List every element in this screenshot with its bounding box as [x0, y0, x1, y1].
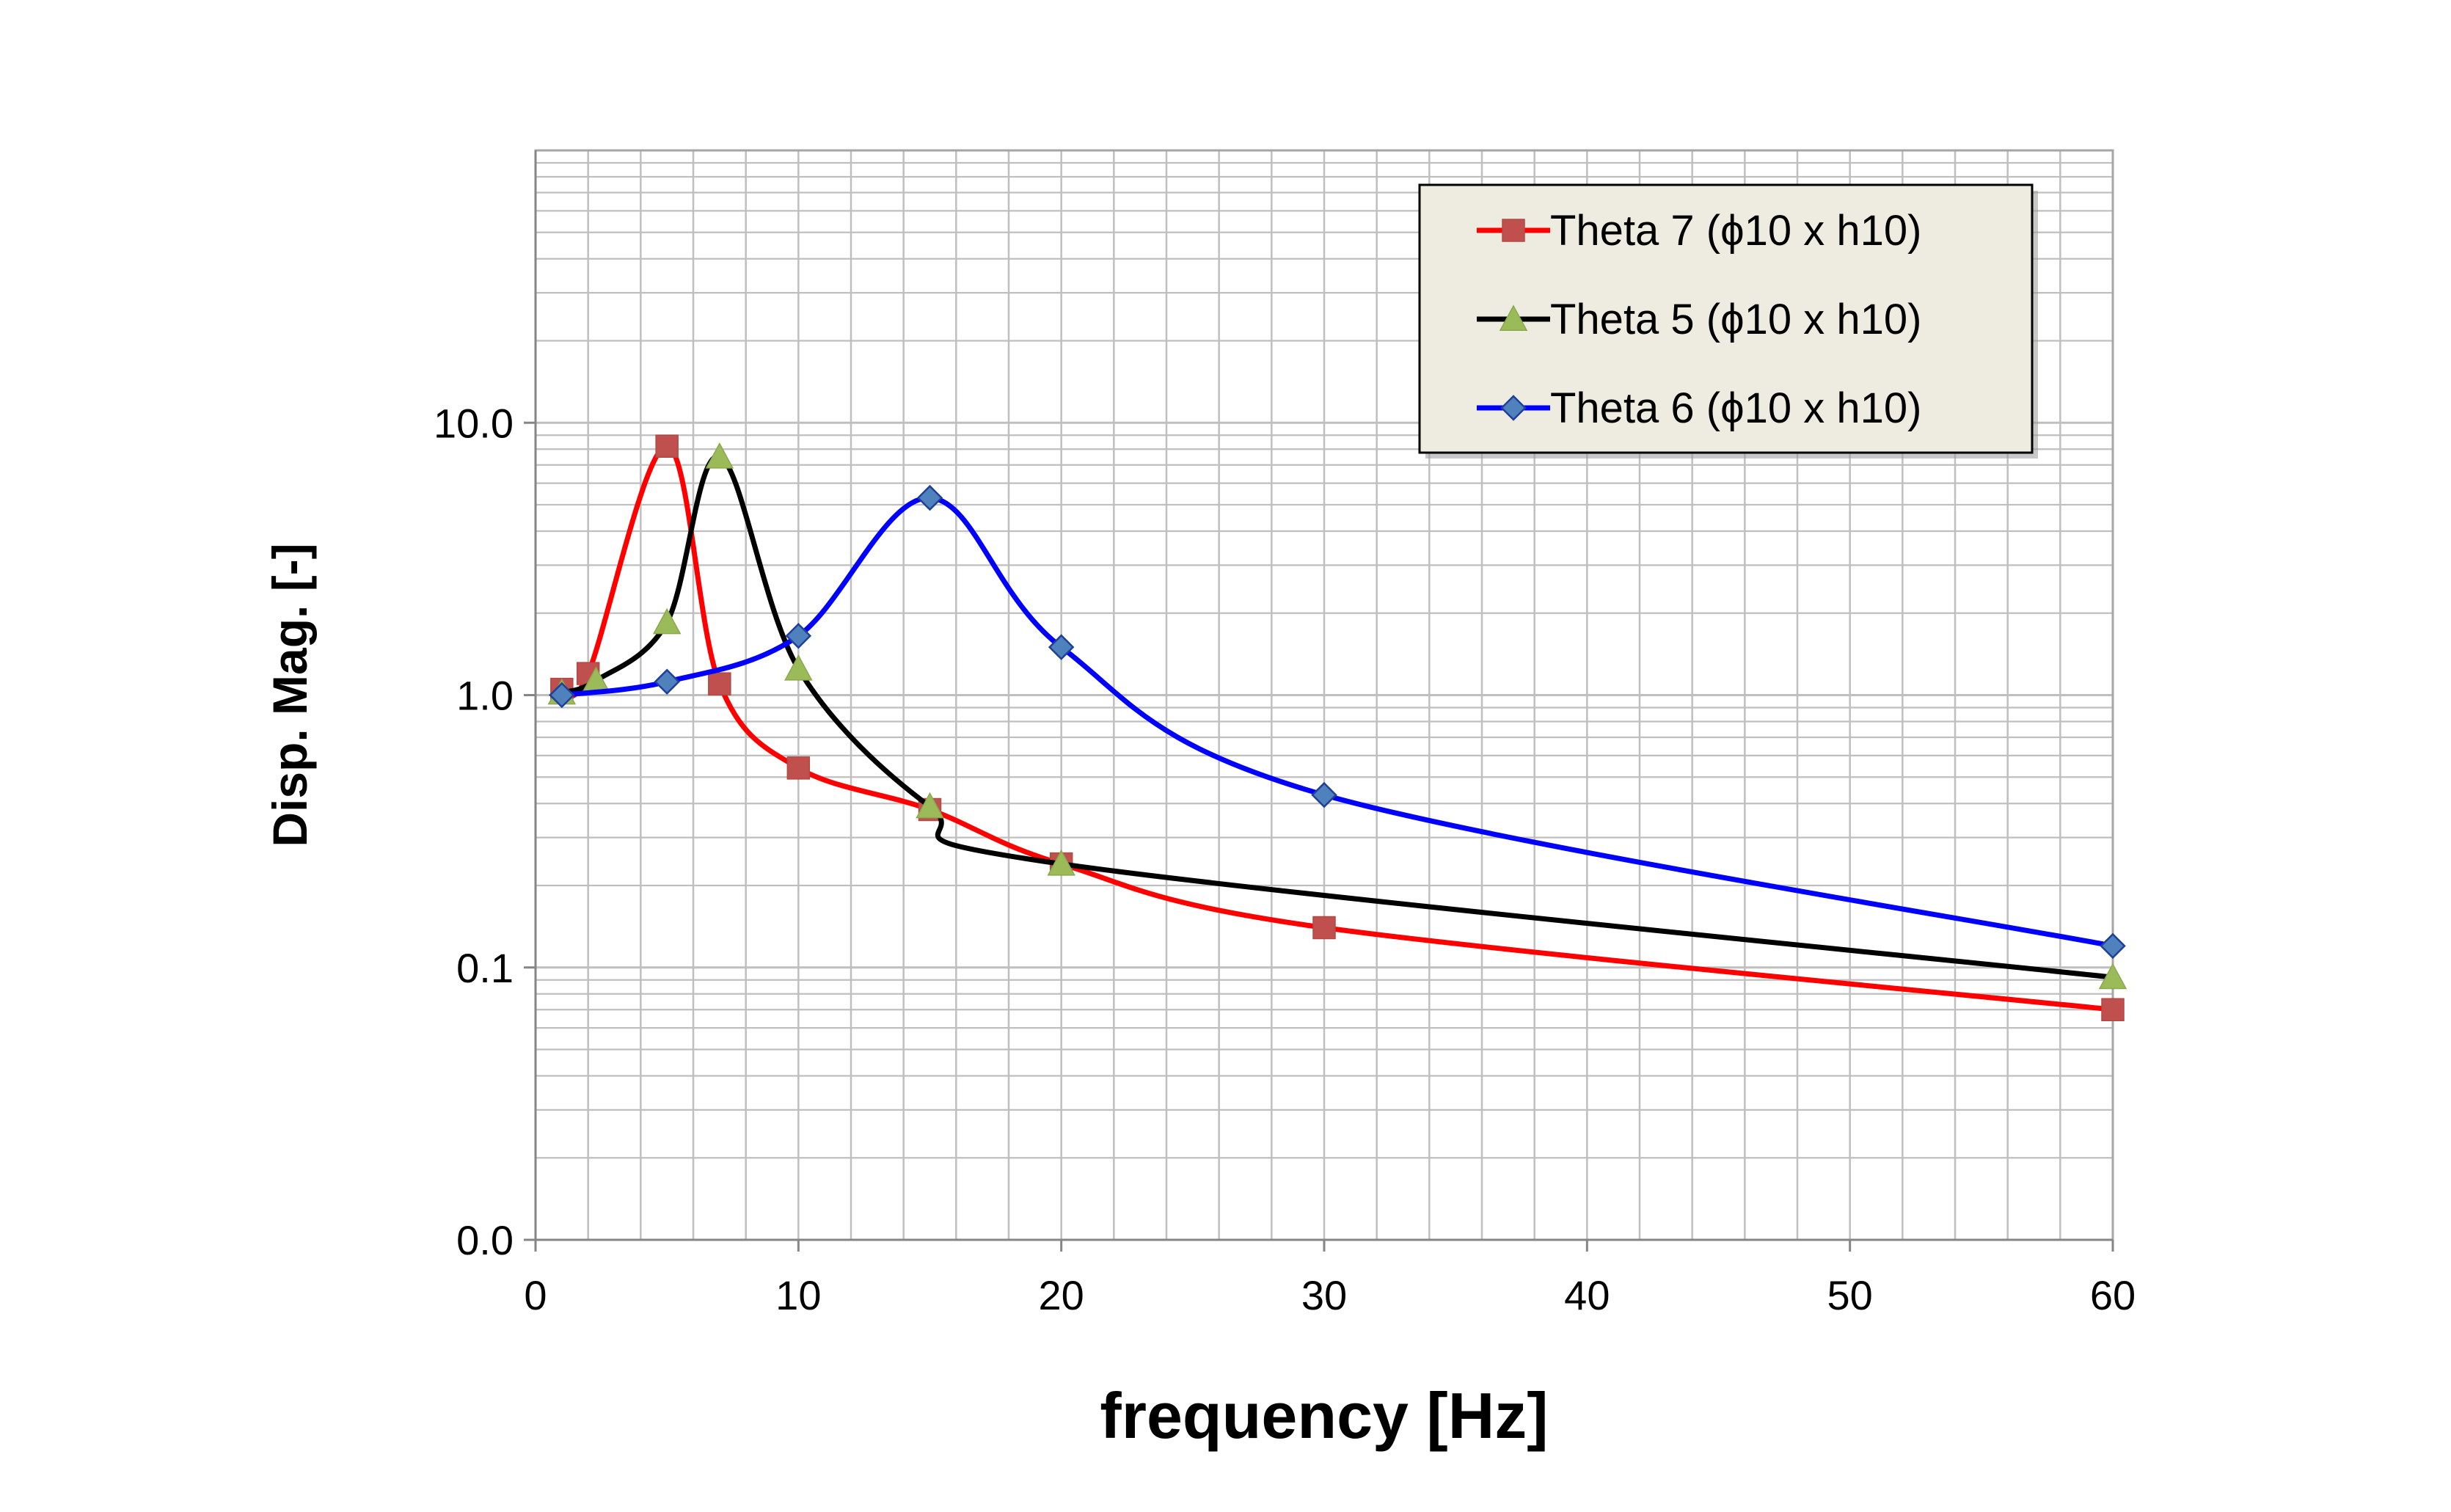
data-point-diamond — [916, 484, 943, 511]
y-axis-title: Disp. Mag. [-] — [263, 543, 317, 847]
data-point-square — [786, 756, 811, 780]
data-point-triangle — [916, 792, 944, 819]
series-line — [559, 454, 2116, 980]
legend-label: Theta 7 (ϕ10 x h10) — [1550, 207, 1921, 255]
legend-marker-triangle — [1499, 304, 1528, 332]
legend-marker-diamond — [1500, 395, 1527, 421]
x-axis-title: frequency [Hz] — [1100, 1379, 1548, 1452]
data-point-diamond — [785, 622, 812, 649]
data-point-square — [2101, 998, 2125, 1022]
legend-label: Theta 5 (ϕ10 x h10) — [1550, 296, 1921, 343]
grid — [536, 150, 2113, 1240]
data-point-square — [708, 672, 731, 695]
series-line — [559, 495, 2116, 949]
y-tick-label: 1.0 — [456, 673, 514, 719]
x-tick-label: 50 — [1827, 1272, 1873, 1318]
x-tick-label: 40 — [1564, 1272, 1610, 1318]
x-tick-label: 60 — [2090, 1272, 2136, 1318]
data-point-square — [1312, 916, 1336, 940]
y-tick-label: 10.0 — [434, 400, 514, 446]
x-tick-label: 30 — [1301, 1272, 1347, 1318]
data-point-diamond — [1311, 781, 1337, 808]
data-point-triangle — [652, 607, 682, 635]
series-line — [559, 443, 2116, 1012]
y-tick-label: 0.0 — [456, 1217, 514, 1263]
data-point-triangle — [705, 442, 734, 469]
axes: 0 10 20 30 40 50 60 0.0 0.1 1.0 10.0 — [434, 150, 2136, 1318]
legend: Theta 7 (ϕ10 x h10) Theta 5 (ϕ10 x h10) Th… — [1418, 183, 2038, 459]
data-point-triangle — [2098, 963, 2127, 990]
legend-label: Theta 6 (ϕ10 x h10) — [1550, 384, 1921, 432]
x-tick-label: 10 — [775, 1272, 821, 1318]
data-point-diamond — [654, 668, 680, 695]
data-point-diamond — [549, 682, 575, 709]
data-point-triangle — [1047, 850, 1075, 876]
y-tick-label: 0.1 — [456, 945, 514, 991]
legend-marker-square — [1502, 219, 1525, 242]
x-tick-label: 0 — [524, 1272, 547, 1318]
data-point-triangle — [784, 654, 813, 681]
x-tick-label: 20 — [1039, 1272, 1084, 1318]
series-3 — [549, 484, 2126, 960]
data-point-square — [655, 434, 679, 458]
data-point-diamond — [1048, 634, 1075, 660]
series-1 — [550, 434, 2125, 1022]
data-point-diamond — [2100, 932, 2126, 960]
series-layer — [547, 434, 2127, 1022]
